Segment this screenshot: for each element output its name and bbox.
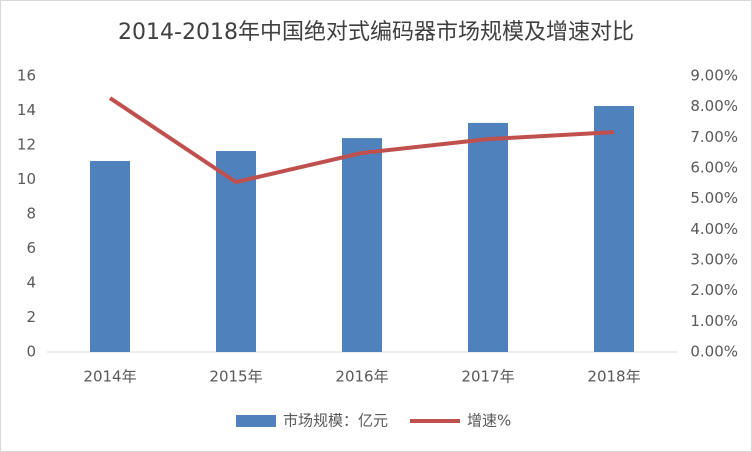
y2-tick-label: 5.00% <box>690 189 738 207</box>
x-tick-label: 2018年 <box>587 368 640 386</box>
legend-label: 增速% <box>467 412 511 430</box>
bar <box>468 122 508 352</box>
y2-tick-label: 6.00% <box>690 159 738 177</box>
bar <box>594 106 634 352</box>
x-tick-label: 2017年 <box>461 368 514 386</box>
y-tick-label: 12 <box>17 136 36 154</box>
bar <box>216 151 256 352</box>
y-tick-label: 2 <box>26 308 36 326</box>
y-tick-label: 8 <box>26 205 36 223</box>
y2-tick-label: 4.00% <box>690 220 738 238</box>
y2-tick-label: 0.00% <box>690 343 738 361</box>
y-tick-label: 0 <box>26 343 36 361</box>
y-tick-label: 16 <box>17 67 36 85</box>
y-tick-label: 4 <box>26 274 36 292</box>
legend-label: 市场规模：亿元 <box>283 412 388 430</box>
y2-tick-label: 9.00% <box>690 67 738 85</box>
bar <box>90 161 130 352</box>
x-tick-label: 2015年 <box>209 368 262 386</box>
y2-tick-label: 8.00% <box>690 97 738 115</box>
y-tick-label: 6 <box>26 239 36 257</box>
y2-tick-label: 2.00% <box>690 281 738 299</box>
y2-tick-label: 3.00% <box>690 251 738 269</box>
x-tick-label: 2016年 <box>335 368 388 386</box>
y-tick-label: 14 <box>17 101 36 119</box>
y-tick-label: 10 <box>17 170 36 188</box>
legend-swatch <box>236 415 276 427</box>
x-tick-label: 2014年 <box>83 368 136 386</box>
line <box>108 96 615 185</box>
bar <box>342 138 382 352</box>
y2-tick-label: 7.00% <box>690 128 738 146</box>
y2-tick-label: 1.00% <box>690 312 738 330</box>
chart-title: 2014-2018年中国绝对式编码器市场规模及增速对比 <box>118 20 634 45</box>
